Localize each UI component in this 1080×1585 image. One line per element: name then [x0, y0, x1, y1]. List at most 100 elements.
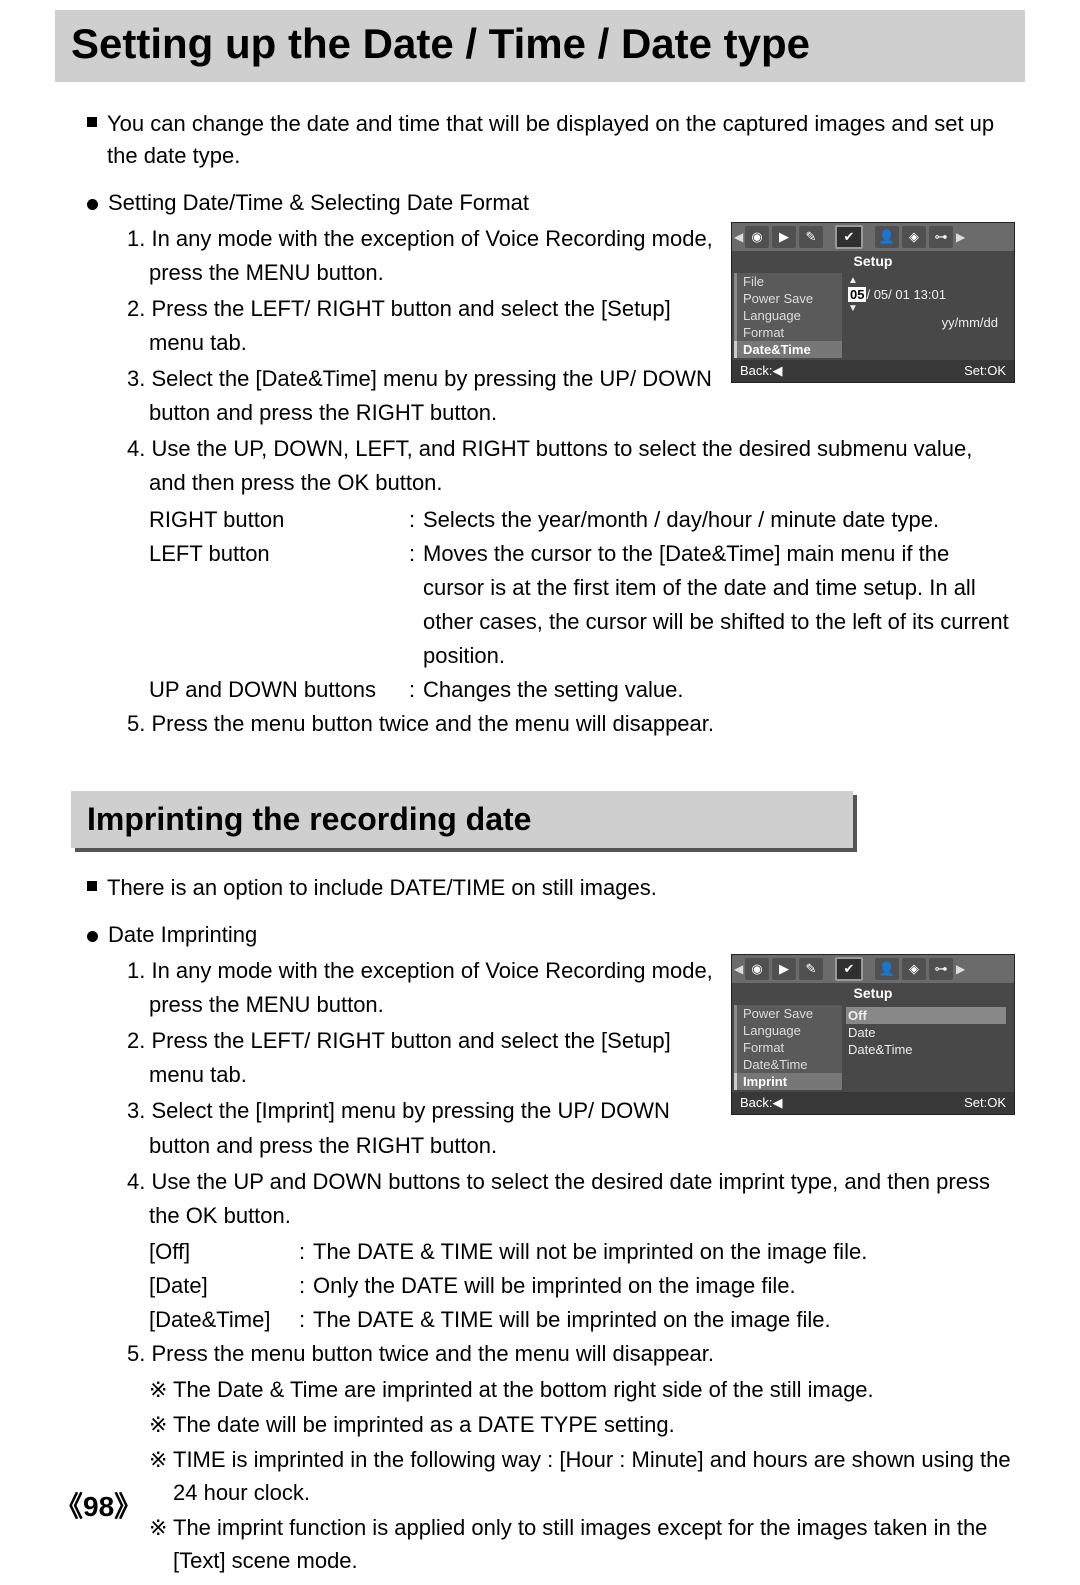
- lcd-menu-item: Format: [734, 324, 842, 341]
- lcd-screenshot-datetime: ◀ ◉ ▶ ✎ ✔ 👤 ◈ ⊶ ▶ Setup File Power S: [731, 222, 1015, 383]
- lcd-menu-list: File Power Save Language Format Date&Tim…: [734, 273, 842, 358]
- section2-steps: 1. In any mode with the exception of Voi…: [75, 954, 1025, 1577]
- kv-label: LEFT button: [149, 537, 409, 673]
- lcd-menu-list: Power Save Language Format Date&Time Imp…: [734, 1005, 842, 1090]
- lcd-tab-bar: ◀ ◉ ▶ ✎ ✔ 👤 ◈ ⊶ ▶: [732, 223, 1014, 251]
- tab-icon: ⊶: [929, 958, 953, 980]
- section1-subtitle-row: Setting Date/Time & Selecting Date Forma…: [75, 190, 1025, 216]
- kv-value: Moves the cursor to the [Date&Time] main…: [423, 537, 1015, 673]
- dot-bullet-icon: [87, 931, 98, 942]
- subtitle-text: Date Imprinting: [108, 922, 257, 948]
- opt-label: [Off]: [149, 1235, 299, 1269]
- lcd-footer: Back:◀ Set:OK: [732, 360, 1014, 382]
- section2-title-wrap: Imprinting the recording date: [71, 791, 1025, 848]
- right-arrow-icon: ▶: [956, 962, 964, 976]
- up-arrow-icon: ▲: [846, 275, 1006, 286]
- down-arrow-icon: ▼: [846, 303, 1006, 314]
- step-text: 5. Press the menu button twice and the m…: [127, 1337, 1015, 1371]
- button-description-table: RIGHT button:Selects the year/month / da…: [127, 503, 1015, 708]
- tab-icon: 👤: [875, 226, 899, 248]
- square-bullet-icon: [87, 117, 97, 127]
- lcd-menu-item: Language: [734, 1022, 842, 1039]
- left-arrow-icon: ◀: [734, 230, 742, 244]
- step-text: 5. Press the menu button twice and the m…: [127, 707, 1015, 741]
- tab-icon: ◉: [745, 958, 769, 980]
- kv-value: Selects the year/month / day/hour / minu…: [423, 503, 1015, 537]
- step-text: 4. Use the UP, DOWN, LEFT, and RIGHT but…: [127, 432, 1015, 500]
- step-text: 4. Use the UP and DOWN buttons to select…: [127, 1165, 1015, 1233]
- opt-label: [Date&Time]: [149, 1303, 299, 1337]
- left-arrow-icon: ◀: [734, 962, 742, 976]
- intro-text: You can change the date and time that wi…: [107, 108, 1015, 172]
- lcd-back-label: Back:◀: [740, 363, 783, 379]
- tab-icon-setup: ✔: [835, 957, 863, 981]
- lcd-menu-item: Language: [734, 307, 842, 324]
- kv-value: Changes the setting value.: [423, 673, 1015, 707]
- step-text: 1. In any mode with the exception of Voi…: [127, 954, 713, 1022]
- lcd-menu-item: Format: [734, 1039, 842, 1056]
- tab-icon: ✎: [799, 958, 823, 980]
- section1-steps: 1. In any mode with the exception of Voi…: [75, 222, 1025, 741]
- lcd-back-label: Back:◀: [740, 1095, 783, 1111]
- note-text: The imprint function is applied only to …: [173, 1511, 1015, 1577]
- manual-page: Setting up the Date / Time / Date type Y…: [0, 0, 1080, 1585]
- lcd-menu-item-selected: Date&Time: [734, 341, 842, 358]
- tab-icon: ✎: [799, 226, 823, 248]
- page-title: Setting up the Date / Time / Date type: [71, 20, 1009, 68]
- lcd-screenshot-imprint: ◀ ◉ ▶ ✎ ✔ 👤 ◈ ⊶ ▶ Setup Power Save L: [731, 954, 1015, 1115]
- lcd-menu-item-selected: Imprint: [734, 1073, 842, 1090]
- lcd-set-label: Set:OK: [964, 1095, 1006, 1111]
- tab-icon: ▶: [772, 958, 796, 980]
- intro-text: There is an option to include DATE/TIME …: [107, 872, 657, 904]
- opt-value: The DATE & TIME will not be imprinted on…: [313, 1235, 1015, 1269]
- step-text: 2. Press the LEFT/ RIGHT button and sele…: [127, 1024, 713, 1092]
- lcd-value-selected: Off: [846, 1007, 1006, 1024]
- kv-label: UP and DOWN buttons: [149, 673, 409, 707]
- tab-icon: 👤: [875, 958, 899, 980]
- opt-value: Only the DATE will be imprinted on the i…: [313, 1269, 1015, 1303]
- tab-icon: ⊶: [929, 226, 953, 248]
- lcd-tab-bar: ◀ ◉ ▶ ✎ ✔ 👤 ◈ ⊶ ▶: [732, 955, 1014, 983]
- lcd-value-pane: ▲ 05/ 05/ 01 13:01 ▼ yy/mm/dd: [842, 273, 1010, 358]
- tab-icon: ◈: [902, 226, 926, 248]
- lcd-footer: Back:◀ Set:OK: [732, 1092, 1014, 1114]
- opt-label: [Date]: [149, 1269, 299, 1303]
- lcd-set-label: Set:OK: [964, 363, 1006, 379]
- lcd-menu-item: File: [734, 273, 842, 290]
- right-arrow-icon: ▶: [956, 230, 964, 244]
- lcd-title: Setup: [732, 251, 1014, 271]
- note-text: The Date & Time are imprinted at the bot…: [173, 1373, 1015, 1406]
- step-text: 1. In any mode with the exception of Voi…: [127, 222, 713, 290]
- step-text: 3. Select the [Imprint] menu by pressing…: [127, 1094, 713, 1162]
- lcd-value-date: 05/ 05/ 01 13:01: [846, 286, 1006, 303]
- lcd-value-format: yy/mm/dd: [846, 314, 1006, 331]
- reference-mark-icon: ※: [149, 1408, 173, 1441]
- page-title-bar: Setting up the Date / Time / Date type: [55, 10, 1025, 82]
- lcd-value: Date&Time: [846, 1041, 1006, 1058]
- tab-icon: ◉: [745, 226, 769, 248]
- reference-mark-icon: ※: [149, 1443, 173, 1509]
- kv-label: RIGHT button: [149, 503, 409, 537]
- option-description-table: [Off]:The DATE & TIME will not be imprin…: [127, 1235, 1015, 1337]
- tab-icon: ◈: [902, 958, 926, 980]
- tab-icon: ▶: [772, 226, 796, 248]
- reference-mark-icon: ※: [149, 1511, 173, 1577]
- note-text: The date will be imprinted as a DATE TYP…: [173, 1408, 1015, 1441]
- lcd-menu-item: Power Save: [734, 1005, 842, 1022]
- lcd-menu-item: Date&Time: [734, 1056, 842, 1073]
- section1-intro: You can change the date and time that wi…: [75, 108, 1025, 172]
- step-text: 2. Press the LEFT/ RIGHT button and sele…: [127, 292, 713, 360]
- page-number: 《98》: [55, 1485, 142, 1525]
- lcd-title: Setup: [732, 983, 1014, 1003]
- section2-title-bar: Imprinting the recording date: [71, 791, 853, 848]
- dot-bullet-icon: [87, 199, 98, 210]
- step-text: 3. Select the [Date&Time] menu by pressi…: [127, 362, 713, 430]
- section2-title: Imprinting the recording date: [87, 801, 837, 838]
- section2-subtitle-row: Date Imprinting: [75, 922, 1025, 948]
- lcd-value-pane: Off Date Date&Time: [842, 1005, 1010, 1090]
- reference-mark-icon: ※: [149, 1373, 173, 1406]
- lcd-menu-item: Power Save: [734, 290, 842, 307]
- opt-value: The DATE & TIME will be imprinted on the…: [313, 1303, 1015, 1337]
- square-bullet-icon: [87, 881, 97, 891]
- tab-icon-setup: ✔: [835, 225, 863, 249]
